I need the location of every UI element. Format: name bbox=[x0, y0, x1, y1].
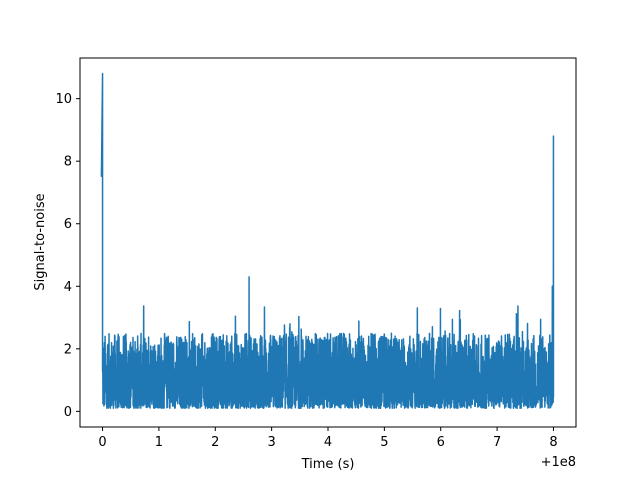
x-tick-label: 4 bbox=[324, 435, 332, 450]
snr-series-line bbox=[100, 72, 555, 409]
x-axis-label: Time (s) bbox=[301, 457, 355, 472]
x-offset-text: +1e8 bbox=[541, 455, 576, 470]
x-tick-label: 1 bbox=[155, 435, 163, 450]
x-tick-label: 0 bbox=[98, 435, 106, 450]
y-axis-label: Signal-to-noise bbox=[33, 193, 48, 290]
x-tick-label: 8 bbox=[549, 435, 557, 450]
plot-area bbox=[100, 72, 555, 409]
y-tick-label: 4 bbox=[64, 280, 72, 295]
x-tick-label: 3 bbox=[267, 435, 275, 450]
y-tick-label: 0 bbox=[64, 405, 72, 420]
axis-ticks: 0 1 2 3 4 5 6 7 8 0 2 4 6 8 10 bbox=[55, 92, 557, 450]
x-tick-label: 5 bbox=[380, 435, 388, 450]
y-tick-label: 6 bbox=[64, 217, 72, 232]
y-tick-label: 2 bbox=[64, 342, 72, 357]
x-tick-label: 2 bbox=[211, 435, 219, 450]
x-tick-label: 7 bbox=[493, 435, 501, 450]
y-tick-label: 8 bbox=[64, 155, 72, 170]
y-tick-label: 10 bbox=[55, 92, 72, 107]
x-tick-label: 6 bbox=[437, 435, 445, 450]
